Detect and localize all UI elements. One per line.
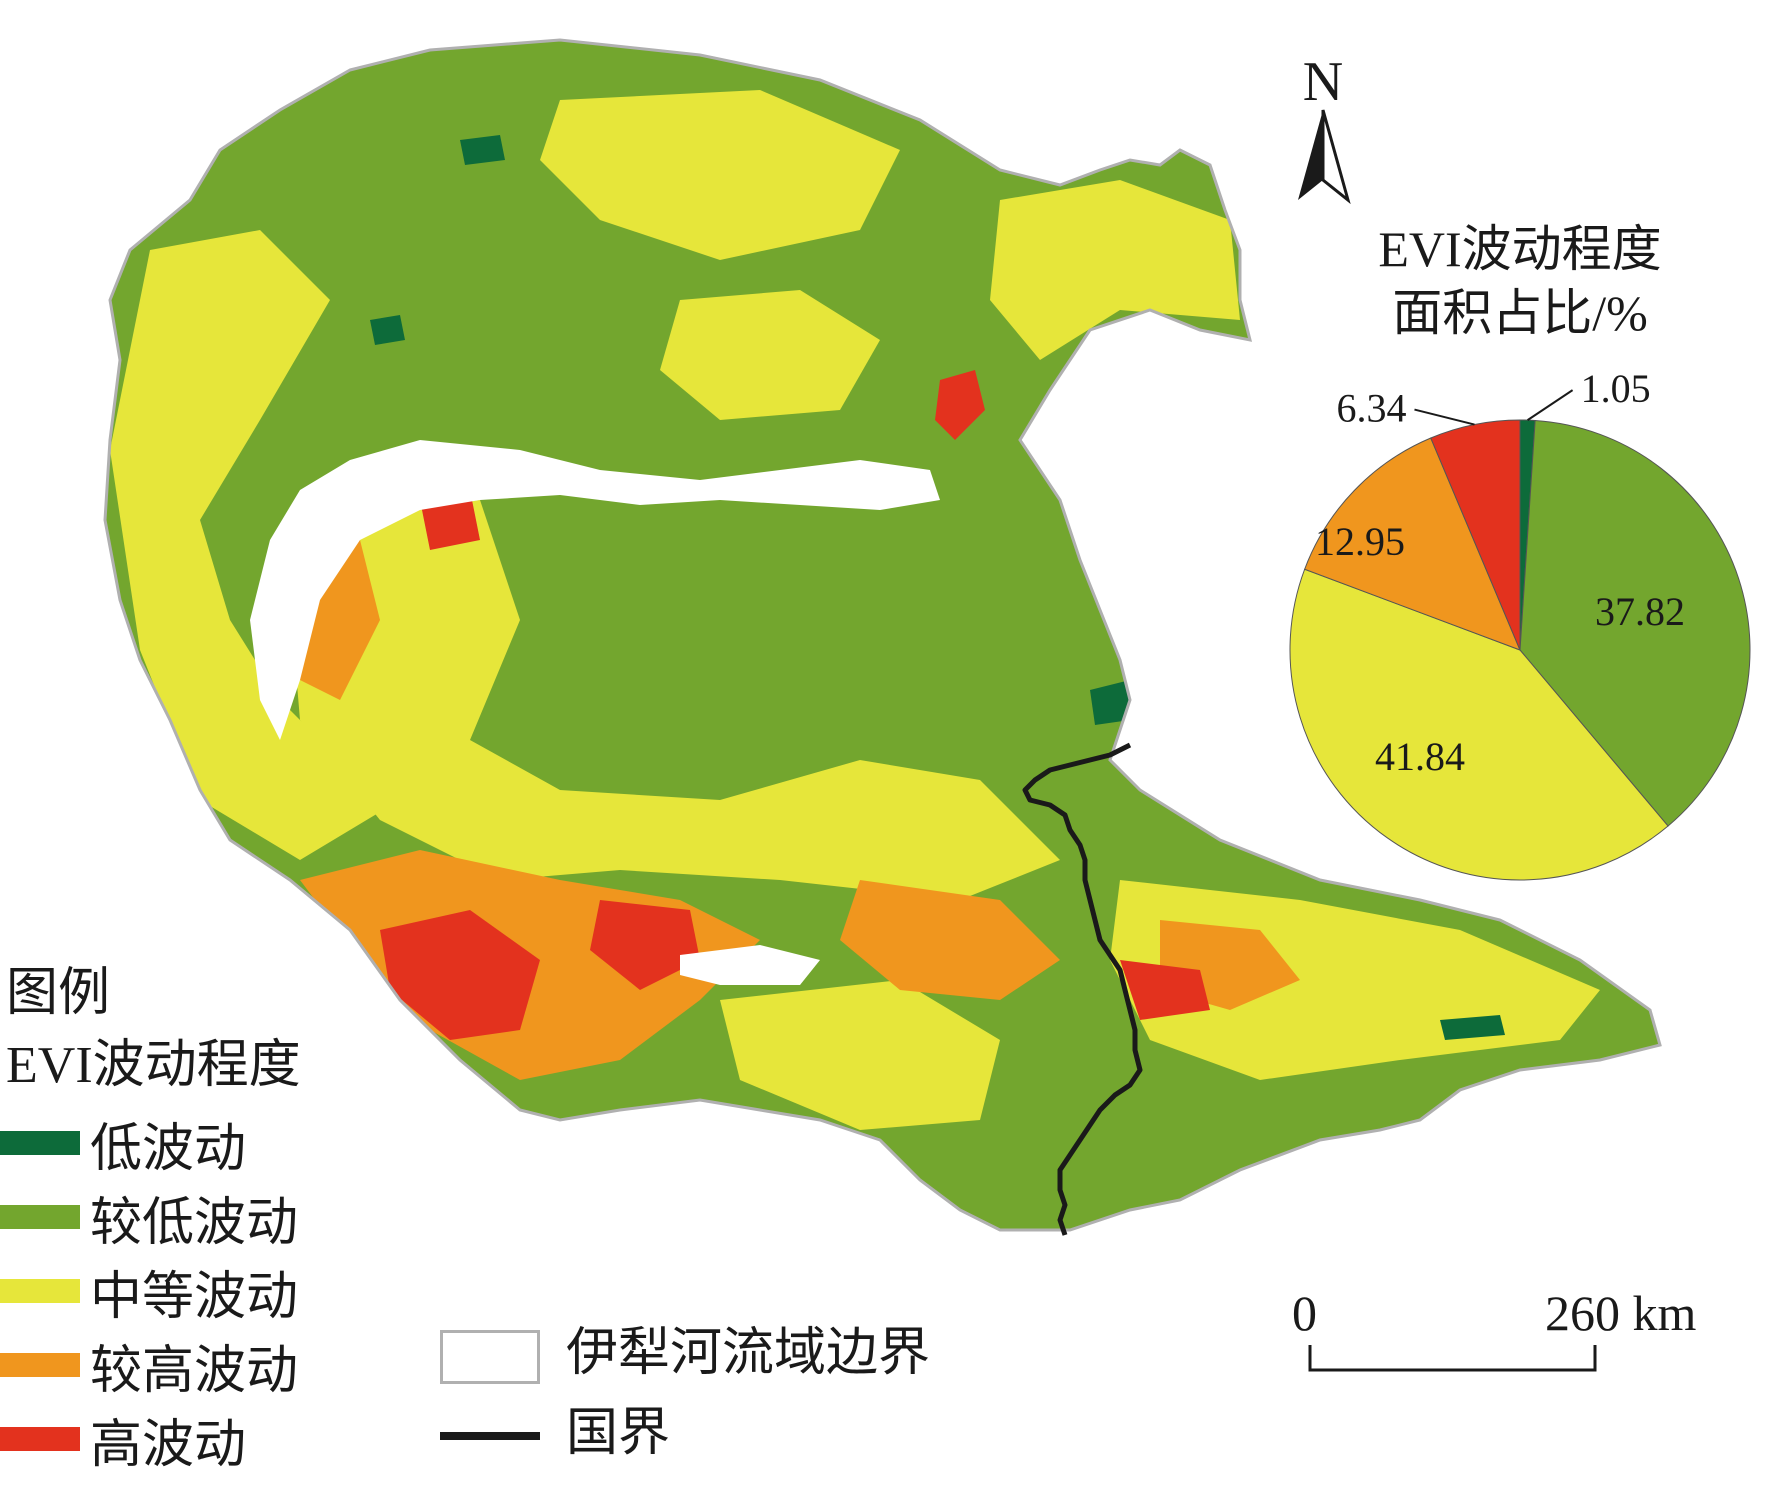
scale-bar-line	[1308, 1345, 1597, 1372]
map-nodata-area	[680, 945, 820, 985]
legend-item-low: 低波动	[0, 1112, 246, 1178]
map-zone-high	[935, 370, 985, 440]
legend-label-national-border: 国界	[566, 1405, 671, 1462]
legend-item-high: 高波动	[0, 1408, 246, 1474]
legend-swatch-high	[0, 1427, 80, 1451]
legend-label-low: 低波动	[90, 1120, 247, 1178]
north-arrow: N	[1298, 51, 1351, 205]
pie-label-2: 41.84	[1375, 734, 1465, 779]
legend-label-high: 高波动	[90, 1416, 247, 1474]
map-zone-medium	[110, 230, 400, 860]
map-zone-high	[590, 900, 700, 990]
map-nodata-area	[250, 440, 940, 740]
legend-item-higher: 较高波动	[0, 1334, 298, 1400]
legend-swatch-low	[0, 1131, 80, 1155]
legend-swatch-lower	[0, 1205, 80, 1229]
national-border-line	[1022, 742, 1143, 1236]
map-zone-medium	[660, 290, 880, 420]
legend-subtitle: EVI波动程度	[6, 1037, 301, 1094]
legend-swatch-national-border	[440, 1432, 540, 1440]
legend-item-lower: 较低波动	[0, 1186, 298, 1252]
map-zone-medium	[720, 980, 1000, 1130]
map-zone-high	[1120, 960, 1210, 1020]
pie-title-line1: EVI波动程度	[1378, 221, 1662, 277]
pie-chart: 1.05 37.82 41.84 12.95 6.34	[1289, 366, 1751, 881]
legend-label-higher: 较高波动	[90, 1342, 299, 1400]
north-arrow-right	[1321, 109, 1351, 205]
legend-title: 图例	[6, 965, 111, 1022]
map-zone-medium	[540, 90, 900, 260]
map-zone-high	[380, 910, 540, 1040]
pie-label-0: 1.05	[1581, 366, 1651, 411]
scale-end-label: 260 km	[1545, 1285, 1697, 1341]
legend-label-medium: 中等波动	[90, 1268, 299, 1326]
legend-swatch-basin-boundary	[440, 1330, 540, 1384]
pie-leader-line-0	[1527, 389, 1574, 421]
map-zone-medium	[290, 500, 1060, 900]
scale-start-label: 0	[1292, 1285, 1317, 1341]
scale-bar	[1308, 1345, 1597, 1372]
map-zone-low	[1440, 1015, 1505, 1040]
map-zone-low	[1090, 680, 1130, 725]
pie-slice-2	[1289, 568, 1669, 881]
pie-label-4: 6.34	[1336, 386, 1406, 431]
north-label: N	[1303, 51, 1343, 113]
map-zone-higher	[840, 880, 1060, 1000]
pie-label-1: 37.82	[1595, 589, 1685, 634]
legend-swatch-medium	[0, 1279, 80, 1303]
legend-label-lower: 较低波动	[90, 1194, 299, 1252]
pie-label-3: 12.95	[1315, 519, 1405, 564]
pie-slice-1	[1519, 419, 1751, 827]
legend-label-basin-boundary: 伊犁河流域边界	[566, 1325, 931, 1382]
legend-swatch-higher	[0, 1353, 80, 1377]
map-zone-low	[370, 315, 405, 345]
map-zone-medium	[990, 180, 1240, 360]
pie-slice-3	[1303, 437, 1521, 651]
pie-title-line2: 面积占比/%	[1392, 285, 1648, 341]
pie-leader-line-4	[1414, 408, 1475, 426]
legend-item-medium: 中等波动	[0, 1260, 298, 1326]
north-arrow-left	[1298, 110, 1323, 200]
map-zone-low	[460, 135, 505, 165]
basin-boundary-line	[103, 38, 1662, 1232]
